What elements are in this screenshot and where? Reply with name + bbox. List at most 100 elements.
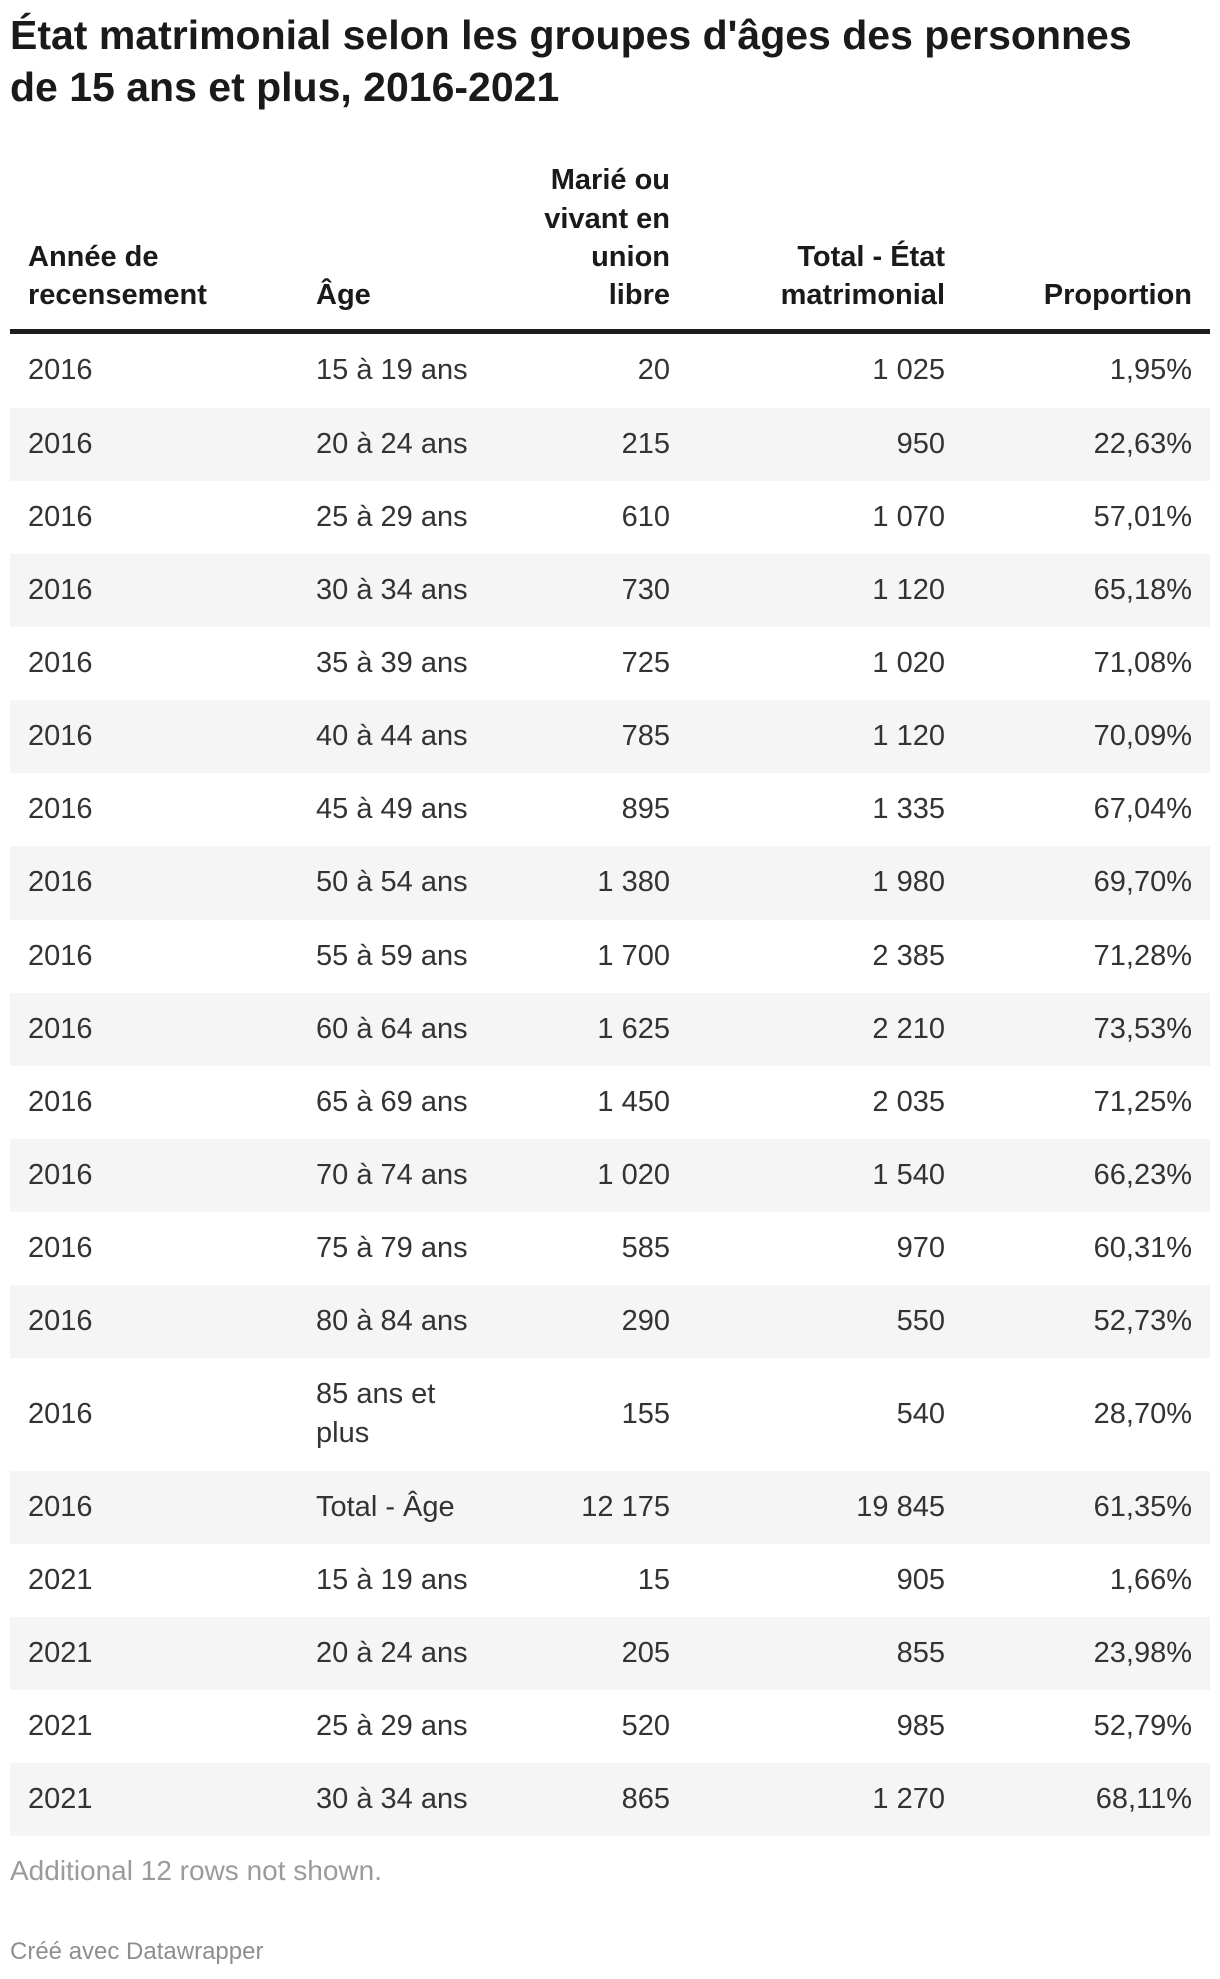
table-cell: 55 à 59 ans [316, 939, 468, 972]
table-cell: 20 [637, 354, 670, 387]
table-cell: 35 à 39 ans [316, 646, 468, 679]
table-cell: 2016 [28, 939, 93, 972]
column-header-annee-de-recensement: Année de recensement [10, 141, 298, 335]
table-cell: 30 à 34 ans [316, 1783, 468, 1816]
table-cell: 52,79% [1093, 1710, 1192, 1743]
table-cell: 855 [896, 1636, 945, 1669]
table-cell: 2021 [28, 1636, 93, 1669]
table-cell: 20 à 24 ans [316, 1636, 468, 1669]
table-cell: 2016 [28, 1232, 93, 1265]
table-row: 2016 Total - Âge 12 175 19 845 61,35% [10, 1470, 1210, 1544]
table-cell: 67,04% [1093, 793, 1192, 826]
table-row: 2016 55 à 59 ans 1 700 2 385 71,28% [10, 920, 1210, 993]
table-cell: 73,53% [1093, 1012, 1192, 1045]
table-cell: 12 175 [581, 1490, 670, 1523]
table-body: 2016 15 à 19 ans 20 1 025 1,95% 2016 20 à 24 a… [10, 332, 1210, 1837]
datawrapper-attribution: Créé avec Datawrapper [10, 1938, 264, 1966]
chart-title: État matrimonial selon les groupes d'âge… [10, 12, 1132, 110]
column-header-age: Âge [298, 141, 500, 335]
table-cell: 61,35% [1093, 1490, 1192, 1523]
table-cell: 69,70% [1093, 866, 1192, 899]
table-row: 2021 20 à 24 ans 205 855 23,98% [10, 1616, 1210, 1691]
table-cell: 20 à 24 ans [316, 427, 468, 460]
table-cell: 65 à 69 ans [316, 1085, 468, 1118]
table-cell: 1 070 [872, 500, 945, 533]
table-cell: 75 à 79 ans [316, 1232, 468, 1265]
table-cell: 1 380 [597, 866, 670, 899]
table-cell: 865 [621, 1783, 670, 1816]
table-cell: 2016 [28, 1305, 93, 1338]
table-cell: 15 à 19 ans [316, 1563, 468, 1596]
table-cell: 520 [621, 1710, 670, 1743]
table-cell: 71,28% [1093, 939, 1192, 972]
table-cell: 585 [621, 1232, 670, 1265]
table-row: 2016 15 à 19 ans 20 1 025 1,95% [10, 332, 1210, 408]
table-cell: 2021 [28, 1710, 93, 1743]
table-cell: 1 270 [872, 1783, 945, 1816]
table-cell: 50 à 54 ans [316, 866, 468, 899]
table-cell: 540 [896, 1397, 945, 1430]
table-cell: 290 [621, 1305, 670, 1338]
table-cell: 2 385 [872, 939, 945, 972]
table-cell: 2016 [28, 1490, 93, 1523]
table-cell: 970 [896, 1232, 945, 1265]
table-cell: 1 700 [597, 939, 670, 972]
table-cell: 550 [896, 1305, 945, 1338]
table-cell: 15 [637, 1563, 670, 1596]
table-cell: 70 à 74 ans [316, 1158, 468, 1191]
table-cell: 2016 [28, 354, 93, 387]
table-row: 2016 75 à 79 ans 585 970 60,31% [10, 1212, 1210, 1285]
table-cell: 45 à 49 ans [316, 793, 468, 826]
table-row: 2021 15 à 19 ans 15 905 1,66% [10, 1544, 1210, 1617]
column-header-proportion: Proportion [963, 141, 1210, 335]
table-cell: 70,09% [1093, 720, 1192, 753]
table-row: 2016 35 à 39 ans 725 1 020 71,08% [10, 627, 1210, 700]
table-row: 2016 80 à 84 ans 290 550 52,73% [10, 1285, 1210, 1359]
table-cell: 1 335 [872, 793, 945, 826]
table-cell: 40 à 44 ans [316, 720, 468, 753]
table-cell: 1,66% [1109, 1563, 1192, 1596]
table-cell: 730 [621, 573, 670, 606]
table-cell: 25 à 29 ans [316, 500, 468, 533]
table-cell: 610 [621, 500, 670, 533]
table-row: 2016 70 à 74 ans 1 020 1 540 66,23% [10, 1138, 1210, 1213]
table-cell: 985 [896, 1710, 945, 1743]
table-cell: 1 025 [872, 354, 945, 387]
table-row: 2016 60 à 64 ans 1 625 2 210 73,53% [10, 992, 1210, 1066]
table-cell: 2021 [28, 1563, 93, 1596]
table-cell: 1 120 [872, 720, 945, 753]
table-cell: Total - Âge [316, 1490, 455, 1523]
table-row: 2016 25 à 29 ans 610 1 070 57,01% [10, 481, 1210, 554]
table-cell: 1 540 [872, 1158, 945, 1191]
table-cell: 2 210 [872, 1012, 945, 1045]
table-cell: 65,18% [1093, 573, 1192, 606]
table-cell: 60,31% [1093, 1232, 1192, 1265]
table-cell: 950 [896, 427, 945, 460]
table-cell: 19 845 [856, 1490, 945, 1523]
table-cell: 2016 [28, 1397, 93, 1430]
table-cell: 215 [621, 427, 670, 460]
table-row: 2016 40 à 44 ans 785 1 120 70,09% [10, 700, 1210, 774]
column-header-label: Proportion [1043, 279, 1192, 312]
table-cell: 1 980 [872, 866, 945, 899]
table-cell: 2016 [28, 720, 93, 753]
table-cell: 725 [621, 646, 670, 679]
table-cell: 1 450 [597, 1085, 670, 1118]
table-cell: 2016 [28, 1085, 93, 1118]
column-header-label: Âge [316, 279, 371, 312]
column-header-total-etat-matrimonial: Total - État matrimonial [688, 141, 963, 335]
table-cell: 28,70% [1093, 1397, 1192, 1430]
table-row: 2016 50 à 54 ans 1 380 1 980 69,70% [10, 846, 1210, 920]
rows-not-shown-note: Additional 12 rows not shown. [10, 1855, 382, 1887]
table-cell: 1 120 [872, 573, 945, 606]
table-cell: 1 020 [872, 646, 945, 679]
table-cell: 57,01% [1093, 500, 1192, 533]
table-cell: 895 [621, 793, 670, 826]
table-cell: 52,73% [1093, 1305, 1192, 1338]
table-cell: 23,98% [1093, 1636, 1192, 1669]
table-cell: 1 625 [597, 1012, 670, 1045]
column-header-label: Année de recensement [28, 240, 207, 312]
table-cell: 80 à 84 ans [316, 1305, 468, 1338]
table-cell: 205 [621, 1636, 670, 1669]
